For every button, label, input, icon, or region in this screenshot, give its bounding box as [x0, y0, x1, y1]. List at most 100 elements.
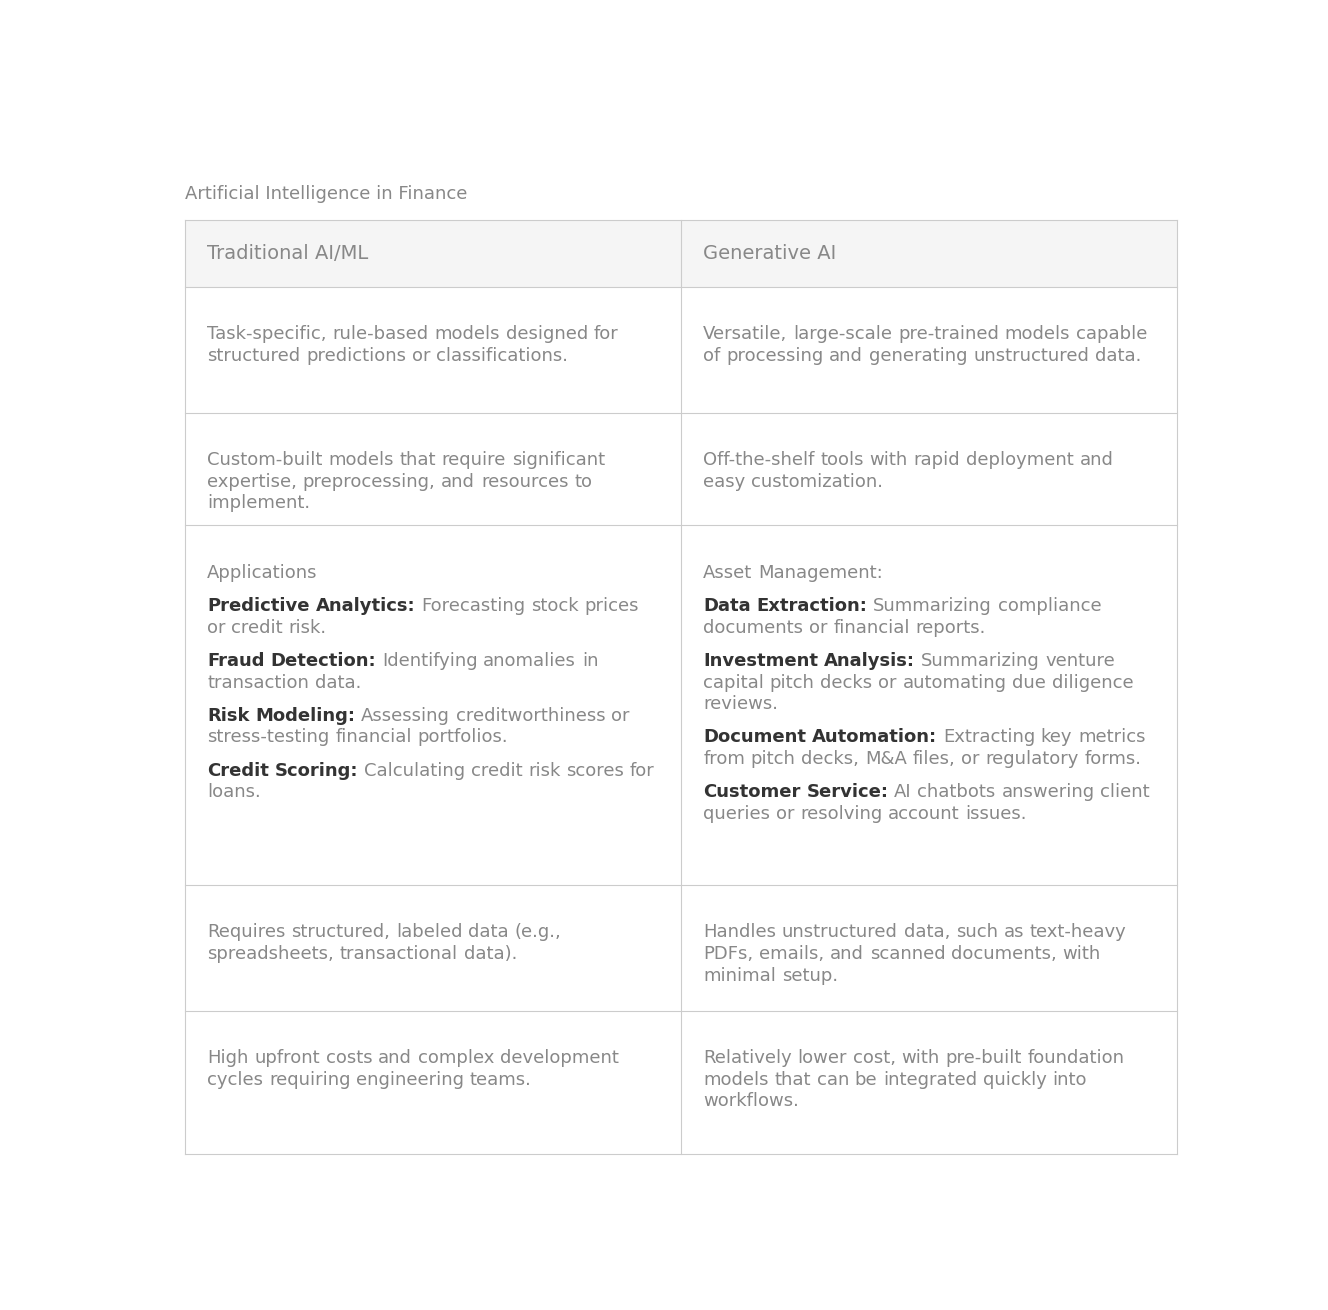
Text: can: can	[817, 1070, 849, 1089]
Text: pre-trained: pre-trained	[898, 325, 999, 343]
Text: Data: Data	[704, 597, 750, 616]
Text: for: for	[594, 325, 619, 343]
Text: in: in	[582, 652, 599, 669]
Text: large-scale: large-scale	[793, 325, 892, 343]
Text: designed: designed	[506, 325, 588, 343]
Text: resolving: resolving	[801, 804, 883, 823]
Text: complex: complex	[418, 1049, 494, 1068]
Text: Forecasting: Forecasting	[421, 597, 525, 616]
Text: metrics: metrics	[1078, 728, 1146, 747]
Text: Analytics:: Analytics:	[316, 597, 416, 616]
Text: (e.g.,: (e.g.,	[514, 924, 562, 942]
Text: with: with	[870, 451, 908, 469]
Text: documents: documents	[704, 618, 803, 637]
Text: for: for	[629, 762, 655, 779]
Text: pitch: pitch	[750, 751, 795, 768]
Text: automating: automating	[903, 673, 1007, 692]
Text: loans.: loans.	[207, 783, 260, 802]
Text: spreadsheets,: spreadsheets,	[207, 945, 333, 963]
Text: and: and	[829, 347, 863, 365]
Text: PDFs,: PDFs,	[704, 945, 753, 963]
Text: or: or	[878, 673, 896, 692]
Text: integrated: integrated	[883, 1070, 977, 1089]
Text: Handles: Handles	[704, 924, 777, 942]
Text: Requires: Requires	[207, 924, 286, 942]
Text: of: of	[704, 347, 721, 365]
Text: teams.: teams.	[470, 1070, 531, 1089]
Text: capable: capable	[1076, 325, 1147, 343]
Text: that: that	[774, 1070, 811, 1089]
Text: Fraud: Fraud	[207, 652, 264, 669]
Text: creditworthiness: creditworthiness	[456, 707, 606, 724]
Text: prices: prices	[584, 597, 639, 616]
Text: with: with	[1062, 945, 1101, 963]
Text: files,: files,	[912, 751, 955, 768]
Text: and: and	[830, 945, 865, 963]
Text: Relatively: Relatively	[704, 1049, 791, 1068]
Text: transactional: transactional	[340, 945, 458, 963]
Text: due: due	[1012, 673, 1046, 692]
Text: capital: capital	[704, 673, 764, 692]
Text: rule-based: rule-based	[332, 325, 429, 343]
Text: models: models	[328, 451, 394, 469]
Text: data).: data).	[463, 945, 517, 963]
Text: minimal: minimal	[704, 967, 776, 985]
Bar	[185, 220, 1177, 287]
Text: or: or	[776, 804, 794, 823]
Text: scores: scores	[567, 762, 624, 779]
Text: quickly: quickly	[983, 1070, 1046, 1089]
Text: be: be	[855, 1070, 878, 1089]
Text: credit: credit	[471, 762, 522, 779]
Text: decks: decks	[821, 673, 872, 692]
Text: compliance: compliance	[997, 597, 1101, 616]
Text: reports.: reports.	[915, 618, 985, 637]
Text: costs: costs	[325, 1049, 372, 1068]
Text: Scoring:: Scoring:	[275, 762, 359, 779]
Text: financial: financial	[833, 618, 910, 637]
Text: text-heavy: text-heavy	[1029, 924, 1126, 942]
Text: answering: answering	[1001, 783, 1094, 802]
Text: client: client	[1101, 783, 1150, 802]
Text: transaction: transaction	[207, 673, 309, 692]
Text: from: from	[704, 751, 745, 768]
Text: Customer: Customer	[704, 783, 801, 802]
Text: or: or	[809, 618, 827, 637]
Text: diligence: diligence	[1052, 673, 1134, 692]
Text: account: account	[888, 804, 960, 823]
Text: Detection:: Detection:	[271, 652, 376, 669]
Text: data: data	[469, 924, 509, 942]
Text: to: to	[574, 473, 592, 490]
Text: generating: generating	[869, 347, 967, 365]
Text: data.: data.	[1094, 347, 1141, 365]
Text: Investment: Investment	[704, 652, 818, 669]
Text: unstructured: unstructured	[782, 924, 898, 942]
Text: stress-testing: stress-testing	[207, 728, 329, 747]
Text: cost,: cost,	[853, 1049, 896, 1068]
Text: pre-built: pre-built	[946, 1049, 1023, 1068]
Text: into: into	[1053, 1070, 1088, 1089]
Text: unstructured: unstructured	[973, 347, 1089, 365]
Text: processing: processing	[726, 347, 823, 365]
Text: or: or	[961, 751, 980, 768]
Text: Extracting: Extracting	[943, 728, 1035, 747]
Text: documents,: documents,	[951, 945, 1057, 963]
Text: Artificial Intelligence in Finance: Artificial Intelligence in Finance	[185, 186, 467, 203]
Text: models: models	[1004, 325, 1070, 343]
Text: Credit: Credit	[207, 762, 270, 779]
Text: Generative AI: Generative AI	[704, 244, 837, 263]
Text: Versatile,: Versatile,	[704, 325, 788, 343]
Text: upfront: upfront	[254, 1049, 320, 1068]
Text: easy: easy	[704, 473, 745, 490]
Text: models: models	[704, 1070, 769, 1089]
Text: significant: significant	[511, 451, 606, 469]
Text: Identifying: Identifying	[381, 652, 478, 669]
Text: structured: structured	[207, 347, 300, 365]
Text: Custom-built: Custom-built	[207, 451, 323, 469]
Text: Asset: Asset	[704, 563, 753, 582]
Text: key: key	[1041, 728, 1073, 747]
Text: anomalies: anomalies	[483, 652, 576, 669]
Text: or: or	[207, 618, 226, 637]
Text: with: with	[902, 1049, 940, 1068]
Text: stock: stock	[531, 597, 578, 616]
Text: Calculating: Calculating	[364, 762, 465, 779]
